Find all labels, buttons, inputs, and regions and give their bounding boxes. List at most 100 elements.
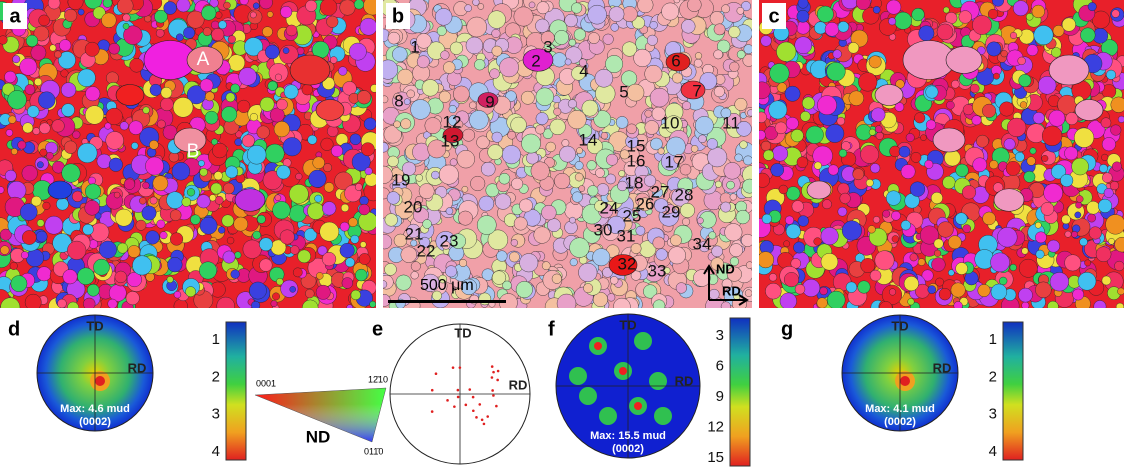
grain (561, 139, 570, 147)
grain (520, 90, 535, 105)
grain (593, 110, 612, 128)
grain (410, 99, 431, 120)
grain (125, 291, 140, 306)
grain (345, 257, 355, 268)
grain (1111, 9, 1120, 18)
grain (60, 82, 77, 98)
grain (521, 133, 541, 154)
grain (234, 251, 242, 259)
grain (1061, 17, 1076, 32)
grain (671, 187, 690, 207)
grain-number: 12 (443, 112, 462, 131)
grain (796, 156, 809, 169)
grain (49, 44, 57, 52)
grain-number: 4 (579, 61, 588, 80)
colorbar-label: 3 (212, 406, 220, 423)
grain (499, 57, 519, 78)
grain (1077, 272, 1097, 291)
grain (868, 55, 882, 69)
grain (218, 226, 226, 234)
grain (1065, 112, 1079, 126)
grain (323, 182, 335, 193)
grain (889, 288, 897, 296)
grain (655, 248, 668, 261)
grain (139, 197, 147, 205)
pole-point (486, 415, 490, 418)
large-grain (442, 127, 464, 143)
grain (413, 207, 429, 224)
large-grain (315, 99, 345, 121)
grain (569, 258, 578, 267)
grain (1110, 96, 1124, 113)
grain (431, 170, 440, 180)
grain (449, 158, 458, 167)
grain (760, 140, 772, 152)
ipf-corner: 12̄10 (368, 374, 388, 384)
grain (970, 83, 980, 94)
grain (559, 145, 576, 163)
grain (1021, 247, 1029, 255)
grain (225, 165, 239, 179)
grain (617, 180, 628, 192)
grain (1091, 10, 1110, 29)
grain (383, 28, 390, 42)
grain (761, 213, 772, 224)
grain (86, 283, 100, 297)
grain (569, 237, 590, 258)
grain (914, 112, 926, 124)
grain (262, 26, 273, 38)
colorbar-label: 1 (212, 331, 220, 348)
grain (498, 172, 511, 185)
grain (176, 0, 191, 13)
grain (259, 0, 273, 10)
grain (477, 3, 485, 10)
letter-box (386, 3, 410, 29)
grain (564, 58, 572, 66)
grain (259, 237, 273, 252)
grain (894, 11, 912, 30)
panel-letter: d (8, 318, 20, 340)
pole-label: RD (509, 377, 528, 392)
grain (816, 297, 828, 308)
grain (449, 41, 463, 55)
grain (268, 63, 289, 83)
grain (84, 41, 100, 57)
grain (724, 223, 743, 242)
large-grain (608, 254, 638, 276)
grain (190, 214, 201, 225)
grain (824, 22, 840, 37)
grain (813, 161, 822, 170)
grain (771, 145, 789, 162)
grain (8, 115, 17, 124)
axis-label: ND (716, 261, 735, 276)
grain (1041, 125, 1063, 146)
grain (962, 104, 974, 116)
grain (791, 200, 804, 213)
grain (316, 272, 324, 280)
grain (202, 27, 212, 37)
grain (458, 210, 473, 226)
grain (794, 284, 806, 295)
grain (305, 288, 315, 299)
grain (129, 58, 144, 73)
grain (384, 213, 398, 227)
colorbar-label: 3 (716, 327, 724, 344)
grain (481, 161, 496, 177)
grain (90, 222, 110, 242)
grain (909, 181, 926, 197)
grain-number: 32 (618, 254, 637, 273)
grain (117, 242, 128, 254)
large-grain (1048, 54, 1090, 86)
grain (149, 196, 158, 205)
grain (509, 251, 520, 263)
grain (936, 23, 954, 41)
grain (1101, 137, 1116, 152)
grain (105, 131, 124, 150)
grain (1031, 4, 1045, 19)
grain (12, 55, 21, 64)
grain (1003, 138, 1016, 151)
grain (553, 107, 562, 116)
pole-label: TD (891, 318, 908, 333)
pole-core (95, 376, 105, 386)
